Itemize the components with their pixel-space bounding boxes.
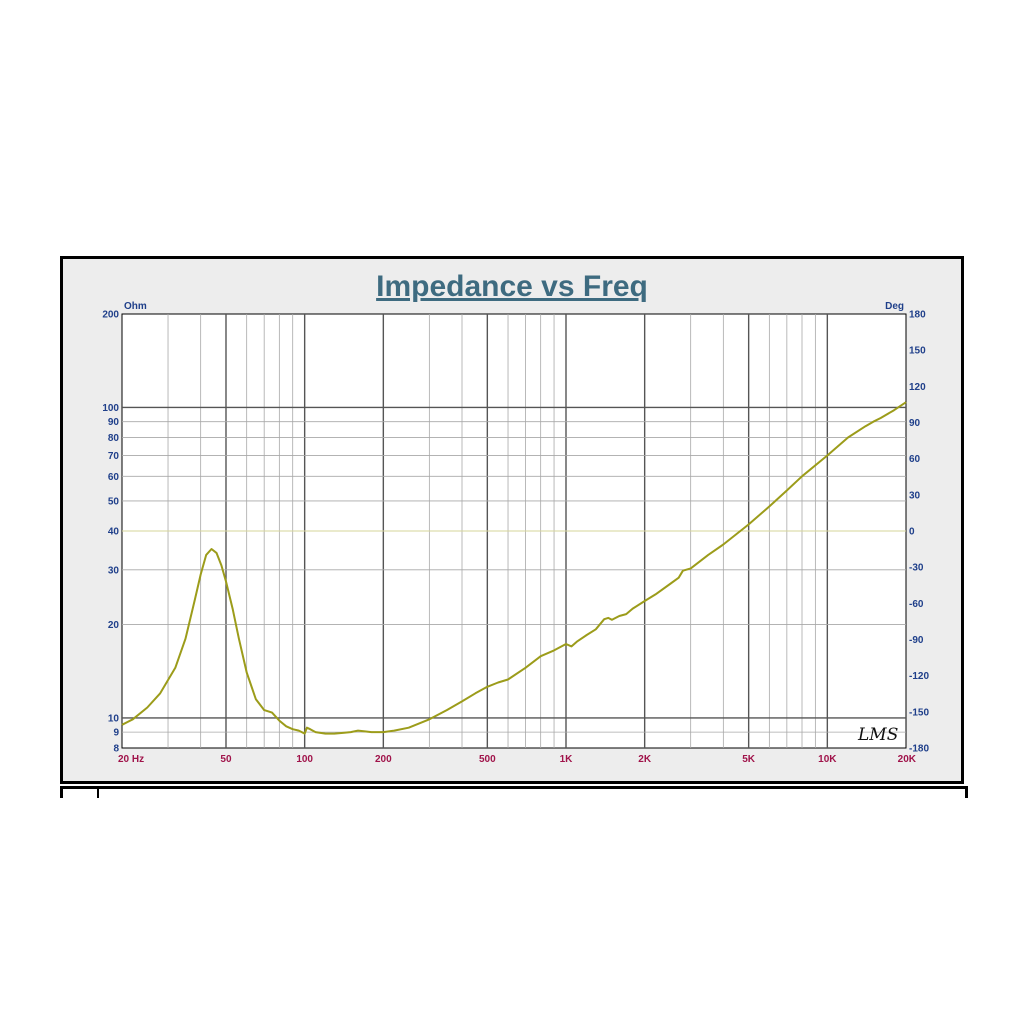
x-tick-label: 100 [296, 754, 313, 765]
x-tick-label: 500 [479, 754, 496, 765]
y-left-tick-label: 50 [108, 496, 120, 507]
x-tick-labels: 20 Hz 50 100 200 500 1K 2K 5K 10K 20K [118, 754, 917, 765]
y-right-tick-label: 30 [909, 490, 921, 501]
x-tick-label: 10K [818, 754, 837, 765]
y-left-tick-label: 100 [102, 403, 119, 414]
y-right-tick-label: 0 [909, 527, 915, 538]
x-tick-label: 50 [220, 754, 232, 765]
y-right-tick-labels: 180 150 120 90 60 30 0 -30 -60 -90 -120 -150 -180 [909, 310, 929, 755]
y-right-unit-label: Deg [885, 301, 904, 312]
y-right-tick-label: -120 [909, 671, 929, 682]
bottom-rule-tick-right [965, 786, 968, 798]
y-right-tick-label: -30 [909, 563, 924, 574]
x-tick-label: 20 Hz [118, 754, 144, 765]
chart-title: Impedance vs Freq [376, 270, 648, 303]
y-left-unit-label: Ohm [124, 301, 147, 312]
y-left-tick-label: 60 [108, 472, 120, 483]
x-tick-label: 5K [742, 754, 756, 765]
y-right-tick-label: 60 [909, 454, 921, 465]
impedance-curve [121, 401, 907, 735]
y-left-tick-label: 90 [108, 417, 120, 428]
series-layer [121, 401, 907, 735]
y-left-tick-label: 70 [108, 451, 120, 462]
y-right-tick-label: 120 [909, 382, 926, 393]
y-right-tick-label: 150 [909, 346, 926, 357]
y-left-tick-label: 10 [108, 713, 120, 724]
bottom-rule-tick-mid [97, 786, 99, 798]
lms-signature: LMS [857, 725, 898, 745]
x-tick-label: 200 [375, 754, 392, 765]
x-tick-label: 20K [898, 754, 917, 765]
y-right-tick-label: 90 [909, 418, 921, 429]
y-left-tick-label: 40 [108, 527, 120, 538]
y-right-tick-label: -180 [909, 744, 929, 755]
x-tick-label: 2K [638, 754, 652, 765]
x-tick-label: 1K [560, 754, 574, 765]
y-left-tick-labels: 200 100 90 80 70 60 50 40 30 20 10 9 8 [102, 310, 119, 755]
y-left-tick-label: 20 [108, 620, 120, 631]
y-right-tick-label: -90 [909, 635, 924, 646]
y-right-tick-label: -60 [909, 599, 924, 610]
y-left-tick-label: 200 [102, 310, 119, 321]
y-right-tick-label: -150 [909, 707, 929, 718]
y-left-tick-label: 30 [108, 565, 120, 576]
bottom-rule-tick-left [60, 786, 63, 798]
y-left-tick-label: 8 [113, 744, 119, 755]
bottom-rule [60, 786, 968, 789]
y-right-tick-label: 180 [909, 310, 926, 321]
y-left-tick-label: 9 [113, 728, 119, 739]
y-left-tick-label: 80 [108, 433, 120, 444]
